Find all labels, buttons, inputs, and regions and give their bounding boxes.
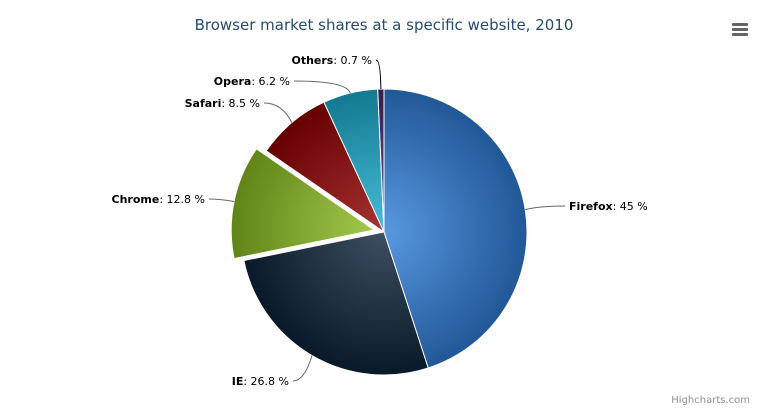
data-label-name: Opera xyxy=(214,75,252,88)
connector-safari xyxy=(263,102,293,123)
data-label-firefox: Firefox: 45 % xyxy=(569,200,648,213)
pie-labels: Firefox: 45 % IE: 26.8 % Chrome: 12.8 % Saf… xyxy=(112,54,648,388)
hamburger-menu-icon[interactable] xyxy=(732,23,748,36)
data-label-ie: IE: 26.8 % xyxy=(232,375,289,388)
data-label-value: : 12.8 % xyxy=(159,193,205,206)
connector-firefox xyxy=(525,205,566,211)
data-label-name: Safari xyxy=(185,97,222,110)
data-label-others: Others: 0.7 % xyxy=(291,54,372,67)
connector-ie xyxy=(292,355,313,382)
data-label-name: Others xyxy=(291,54,333,67)
data-label-value: : 8.5 % xyxy=(221,97,260,110)
data-label-value: : 45 % xyxy=(613,200,648,213)
data-label-value: : 0.7 % xyxy=(333,54,372,67)
credits-link[interactable]: Highcharts.com xyxy=(671,395,750,406)
data-label-chrome: Chrome: 12.8 % xyxy=(112,193,205,206)
pie-slices xyxy=(230,88,528,376)
connector-chrome xyxy=(208,198,235,202)
data-label-name: Chrome xyxy=(112,193,160,206)
chart-title: Browser market shares at a specific webs… xyxy=(195,16,574,34)
data-label-value: : 6.2 % xyxy=(251,75,290,88)
pie-slice-ie[interactable] xyxy=(243,231,429,376)
connector-opera xyxy=(293,80,351,94)
data-label-name: IE xyxy=(232,375,244,388)
data-label-safari: Safari: 8.5 % xyxy=(185,97,260,110)
pie-slice-others[interactable] xyxy=(377,88,385,233)
pie-slice-firefox[interactable] xyxy=(383,88,528,369)
data-label-name: Firefox xyxy=(569,200,613,213)
data-label-value: : 26.8 % xyxy=(243,375,289,388)
data-label-opera: Opera: 6.2 % xyxy=(214,75,290,88)
connector-others xyxy=(375,59,382,90)
